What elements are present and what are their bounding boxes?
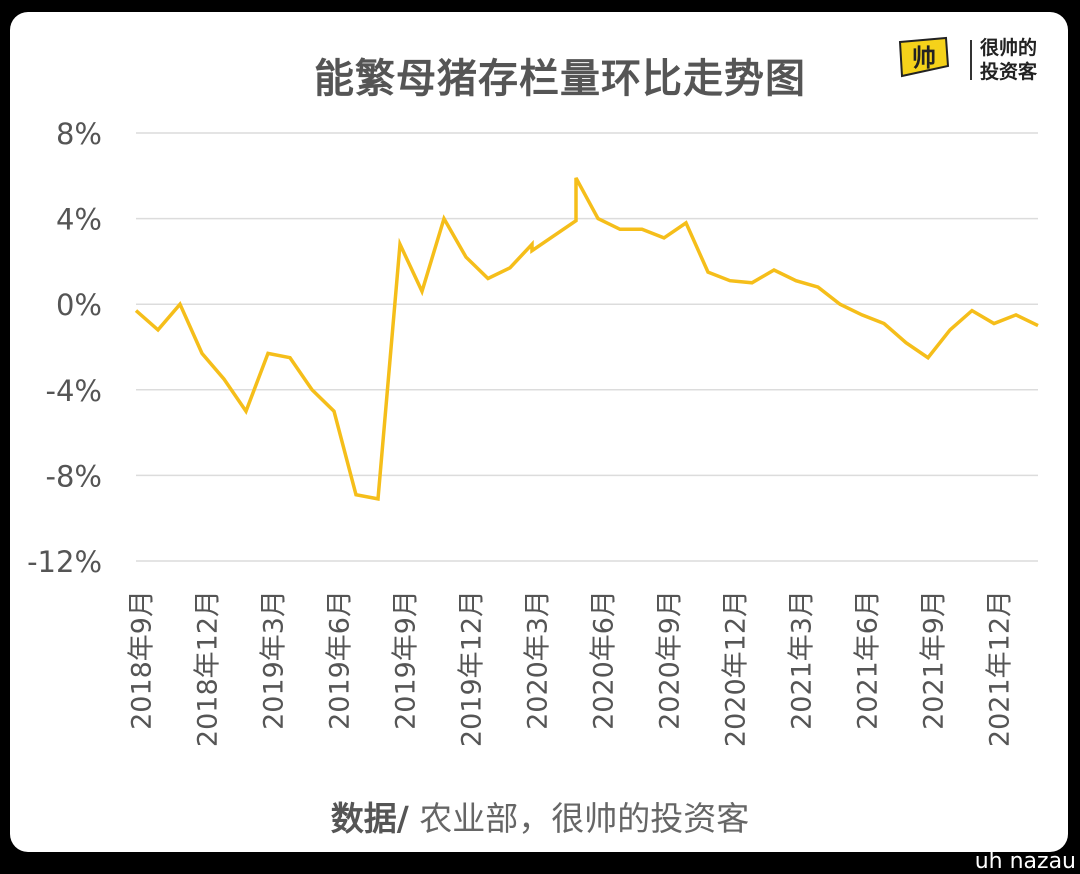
y-tick-label: 8% [56,117,102,151]
y-tick-label: -4% [46,374,102,408]
series-line [134,177,1039,501]
y-tick-label: -8% [46,459,102,493]
logo-divider [970,40,972,80]
y-tick-label: 0% [56,288,102,322]
x-tick-label: 2019年12月 [456,590,487,747]
x-tick-label: 2020年3月 [522,590,553,730]
chart-title: 能繁母猪存栏量环比走势图 [314,56,806,102]
x-tick-label: 2021年12月 [984,590,1015,747]
x-tick-label: 2018年12月 [192,590,223,747]
x-tick-label: 2018年9月 [126,590,157,730]
brand-name-line1: 很帅的 [980,37,1038,59]
brand-logo: 帅 很帅的 投资客 [894,32,1064,92]
x-tick-label: 2019年6月 [324,590,355,730]
y-tick-label: 4% [56,203,102,237]
x-tick-label: 2019年9月 [390,590,421,730]
x-tick-label: 2021年6月 [852,590,883,730]
x-tick-label: 2019年3月 [258,590,289,730]
brand-name-line2: 投资客 [980,61,1038,83]
data-source-text: 农业部，很帅的投资客 [408,799,750,838]
x-tick-label: 2020年6月 [588,590,619,730]
brand-logo-mark-icon: 帅 [898,36,950,78]
watermark: uh nazau [974,849,1076,874]
data-source: 数据/ 农业部，很帅的投资客 [0,792,1080,840]
chart-card: 能繁母猪存栏量环比走势图 帅 很帅的 投资客 [10,12,1068,852]
x-tick-label: 2020年9月 [654,590,685,730]
y-tick-label: -12% [27,545,102,579]
brand-name: 很帅的 投资客 [980,36,1037,84]
x-tick-label: 2021年9月 [918,590,949,730]
data-source-prefix: 数据/ [330,799,409,838]
x-tick-label: 2021年3月 [786,590,817,730]
x-tick-label: 2020年12月 [720,590,751,747]
brand-logo-mark-text: 帅 [912,44,936,72]
